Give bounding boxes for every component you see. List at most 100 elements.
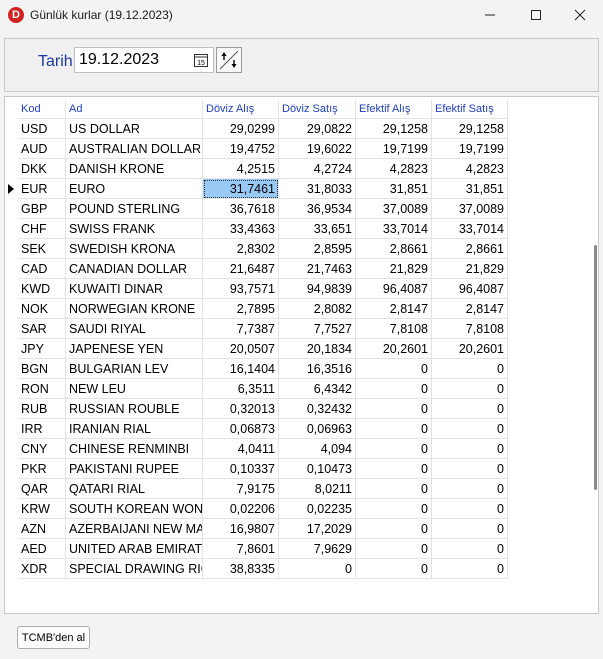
cell-doviz-satis[interactable]: 4,2724 bbox=[279, 159, 356, 179]
cell-efektif-alis[interactable]: 0 bbox=[356, 559, 432, 579]
cell-kod[interactable]: GBP bbox=[18, 199, 66, 219]
cell-efektif-alis[interactable]: 0 bbox=[356, 399, 432, 419]
cell-doviz-satis[interactable]: 20,1834 bbox=[279, 339, 356, 359]
cell-efektif-alis[interactable]: 0 bbox=[356, 359, 432, 379]
cell-efektif-satis[interactable]: 0 bbox=[432, 399, 508, 419]
cell-doviz-satis[interactable]: 17,2029 bbox=[279, 519, 356, 539]
cell-efektif-alis[interactable]: 2,8661 bbox=[356, 239, 432, 259]
cell-ad[interactable]: QATARI RIAL bbox=[66, 479, 203, 499]
cell-doviz-alis[interactable]: 29,0299 bbox=[203, 119, 279, 139]
cell-ad[interactable]: EURO bbox=[66, 179, 203, 199]
cell-ad[interactable]: BULGARIAN LEV bbox=[66, 359, 203, 379]
cell-efektif-alis[interactable]: 29,1258 bbox=[356, 119, 432, 139]
cell-kod[interactable]: DKK bbox=[18, 159, 66, 179]
cell-ad[interactable]: SAUDI RIYAL bbox=[66, 319, 203, 339]
cell-efektif-alis[interactable]: 96,4087 bbox=[356, 279, 432, 299]
date-picker[interactable]: 19.12.2023 15 bbox=[74, 47, 214, 73]
cell-ad[interactable]: SPECIAL DRAWING RIGHT bbox=[66, 559, 203, 579]
cell-efektif-alis[interactable]: 0 bbox=[356, 479, 432, 499]
cell-doviz-alis[interactable]: 0,10337 bbox=[203, 459, 279, 479]
cell-efektif-alis[interactable]: 21,829 bbox=[356, 259, 432, 279]
cell-efektif-satis[interactable]: 0 bbox=[432, 539, 508, 559]
cell-kod[interactable]: XDR bbox=[18, 559, 66, 579]
cell-efektif-satis[interactable]: 33,7014 bbox=[432, 219, 508, 239]
cell-efektif-satis[interactable]: 2,8147 bbox=[432, 299, 508, 319]
cell-efektif-alis[interactable]: 0 bbox=[356, 459, 432, 479]
cell-kod[interactable]: JPY bbox=[18, 339, 66, 359]
cell-ad[interactable]: US DOLLAR bbox=[66, 119, 203, 139]
cell-doviz-alis[interactable]: 33,4363 bbox=[203, 219, 279, 239]
cell-doviz-alis[interactable]: 20,0507 bbox=[203, 339, 279, 359]
cell-efektif-alis[interactable]: 0 bbox=[356, 419, 432, 439]
cell-efektif-satis[interactable]: 20,2601 bbox=[432, 339, 508, 359]
cell-ad[interactable]: POUND STERLING bbox=[66, 199, 203, 219]
cell-kod[interactable]: CNY bbox=[18, 439, 66, 459]
cell-efektif-alis[interactable]: 0 bbox=[356, 379, 432, 399]
cell-kod[interactable]: IRR bbox=[18, 419, 66, 439]
column-header-doviz-alis[interactable]: Döviz Alış bbox=[203, 100, 279, 119]
cell-ad[interactable]: CHINESE RENMINBI bbox=[66, 439, 203, 459]
cell-kod[interactable]: SAR bbox=[18, 319, 66, 339]
cell-doviz-alis[interactable]: 6,3511 bbox=[203, 379, 279, 399]
cell-kod[interactable]: RUB bbox=[18, 399, 66, 419]
cell-doviz-satis[interactable]: 8,0211 bbox=[279, 479, 356, 499]
cell-doviz-satis[interactable]: 31,8033 bbox=[279, 179, 356, 199]
cell-ad[interactable]: SWEDISH KRONA bbox=[66, 239, 203, 259]
cell-ad[interactable]: JAPENESE YEN bbox=[66, 339, 203, 359]
cell-efektif-alis[interactable]: 0 bbox=[356, 539, 432, 559]
cell-ad[interactable]: KUWAITI DINAR bbox=[66, 279, 203, 299]
cell-efektif-satis[interactable]: 31,851 bbox=[432, 179, 508, 199]
cell-efektif-satis[interactable]: 0 bbox=[432, 479, 508, 499]
cell-doviz-satis[interactable]: 0,02235 bbox=[279, 499, 356, 519]
cell-doviz-alis[interactable]: 0,32013 bbox=[203, 399, 279, 419]
cell-efektif-satis[interactable]: 21,829 bbox=[432, 259, 508, 279]
cell-ad[interactable]: SOUTH KOREAN WON bbox=[66, 499, 203, 519]
column-header-ad[interactable]: Ad bbox=[66, 100, 203, 119]
cell-ad[interactable]: SWISS FRANK bbox=[66, 219, 203, 239]
cell-ad[interactable]: AUSTRALIAN DOLLAR bbox=[66, 139, 203, 159]
cell-ad[interactable]: CANADIAN DOLLAR bbox=[66, 259, 203, 279]
cell-efektif-alis[interactable]: 2,8147 bbox=[356, 299, 432, 319]
cell-efektif-satis[interactable]: 37,0089 bbox=[432, 199, 508, 219]
cell-ad[interactable]: RUSSIAN ROUBLE bbox=[66, 399, 203, 419]
calendar-icon[interactable]: 15 bbox=[193, 52, 209, 68]
cell-doviz-satis[interactable]: 0,32432 bbox=[279, 399, 356, 419]
cell-doviz-satis[interactable]: 2,8595 bbox=[279, 239, 356, 259]
cell-doviz-satis[interactable]: 6,4342 bbox=[279, 379, 356, 399]
cell-kod[interactable]: EUR bbox=[18, 179, 66, 199]
cell-doviz-satis[interactable]: 21,7463 bbox=[279, 259, 356, 279]
cell-efektif-satis[interactable]: 96,4087 bbox=[432, 279, 508, 299]
cell-kod[interactable]: PKR bbox=[18, 459, 66, 479]
cell-doviz-satis[interactable]: 16,3516 bbox=[279, 359, 356, 379]
cell-doviz-alis[interactable]: 4,0411 bbox=[203, 439, 279, 459]
cell-ad[interactable]: AZERBAIJANI NEW MANAT bbox=[66, 519, 203, 539]
cell-efektif-alis[interactable]: 19,7199 bbox=[356, 139, 432, 159]
minimize-button[interactable] bbox=[467, 0, 513, 30]
cell-doviz-alis[interactable]: 16,9807 bbox=[203, 519, 279, 539]
cell-efektif-satis[interactable]: 2,8661 bbox=[432, 239, 508, 259]
cell-doviz-alis[interactable]: 7,9175 bbox=[203, 479, 279, 499]
cell-kod[interactable]: RON bbox=[18, 379, 66, 399]
cell-doviz-satis[interactable]: 0,10473 bbox=[279, 459, 356, 479]
cell-efektif-satis[interactable]: 0 bbox=[432, 419, 508, 439]
cell-doviz-alis[interactable]: 93,7571 bbox=[203, 279, 279, 299]
cell-ad[interactable]: IRANIAN RIAL bbox=[66, 419, 203, 439]
cell-efektif-alis[interactable]: 0 bbox=[356, 519, 432, 539]
cell-kod[interactable]: QAR bbox=[18, 479, 66, 499]
cell-doviz-satis[interactable]: 19,6022 bbox=[279, 139, 356, 159]
cell-doviz-satis[interactable]: 7,7527 bbox=[279, 319, 356, 339]
cell-efektif-satis[interactable]: 4,2823 bbox=[432, 159, 508, 179]
cell-kod[interactable]: USD bbox=[18, 119, 66, 139]
cell-efektif-alis[interactable]: 37,0089 bbox=[356, 199, 432, 219]
column-header-kod[interactable]: Kod bbox=[18, 100, 66, 119]
cell-doviz-satis[interactable]: 7,9629 bbox=[279, 539, 356, 559]
cell-efektif-alis[interactable]: 4,2823 bbox=[356, 159, 432, 179]
cell-doviz-satis[interactable]: 29,0822 bbox=[279, 119, 356, 139]
maximize-button[interactable] bbox=[513, 0, 559, 30]
cell-kod[interactable]: AED bbox=[18, 539, 66, 559]
cell-doviz-alis[interactable]: 0,02206 bbox=[203, 499, 279, 519]
cell-efektif-satis[interactable]: 29,1258 bbox=[432, 119, 508, 139]
sort-order-button[interactable] bbox=[216, 47, 242, 73]
fetch-from-tcmb-button[interactable]: TCMB'den al bbox=[17, 626, 90, 649]
cell-doviz-alis[interactable]: 16,1404 bbox=[203, 359, 279, 379]
